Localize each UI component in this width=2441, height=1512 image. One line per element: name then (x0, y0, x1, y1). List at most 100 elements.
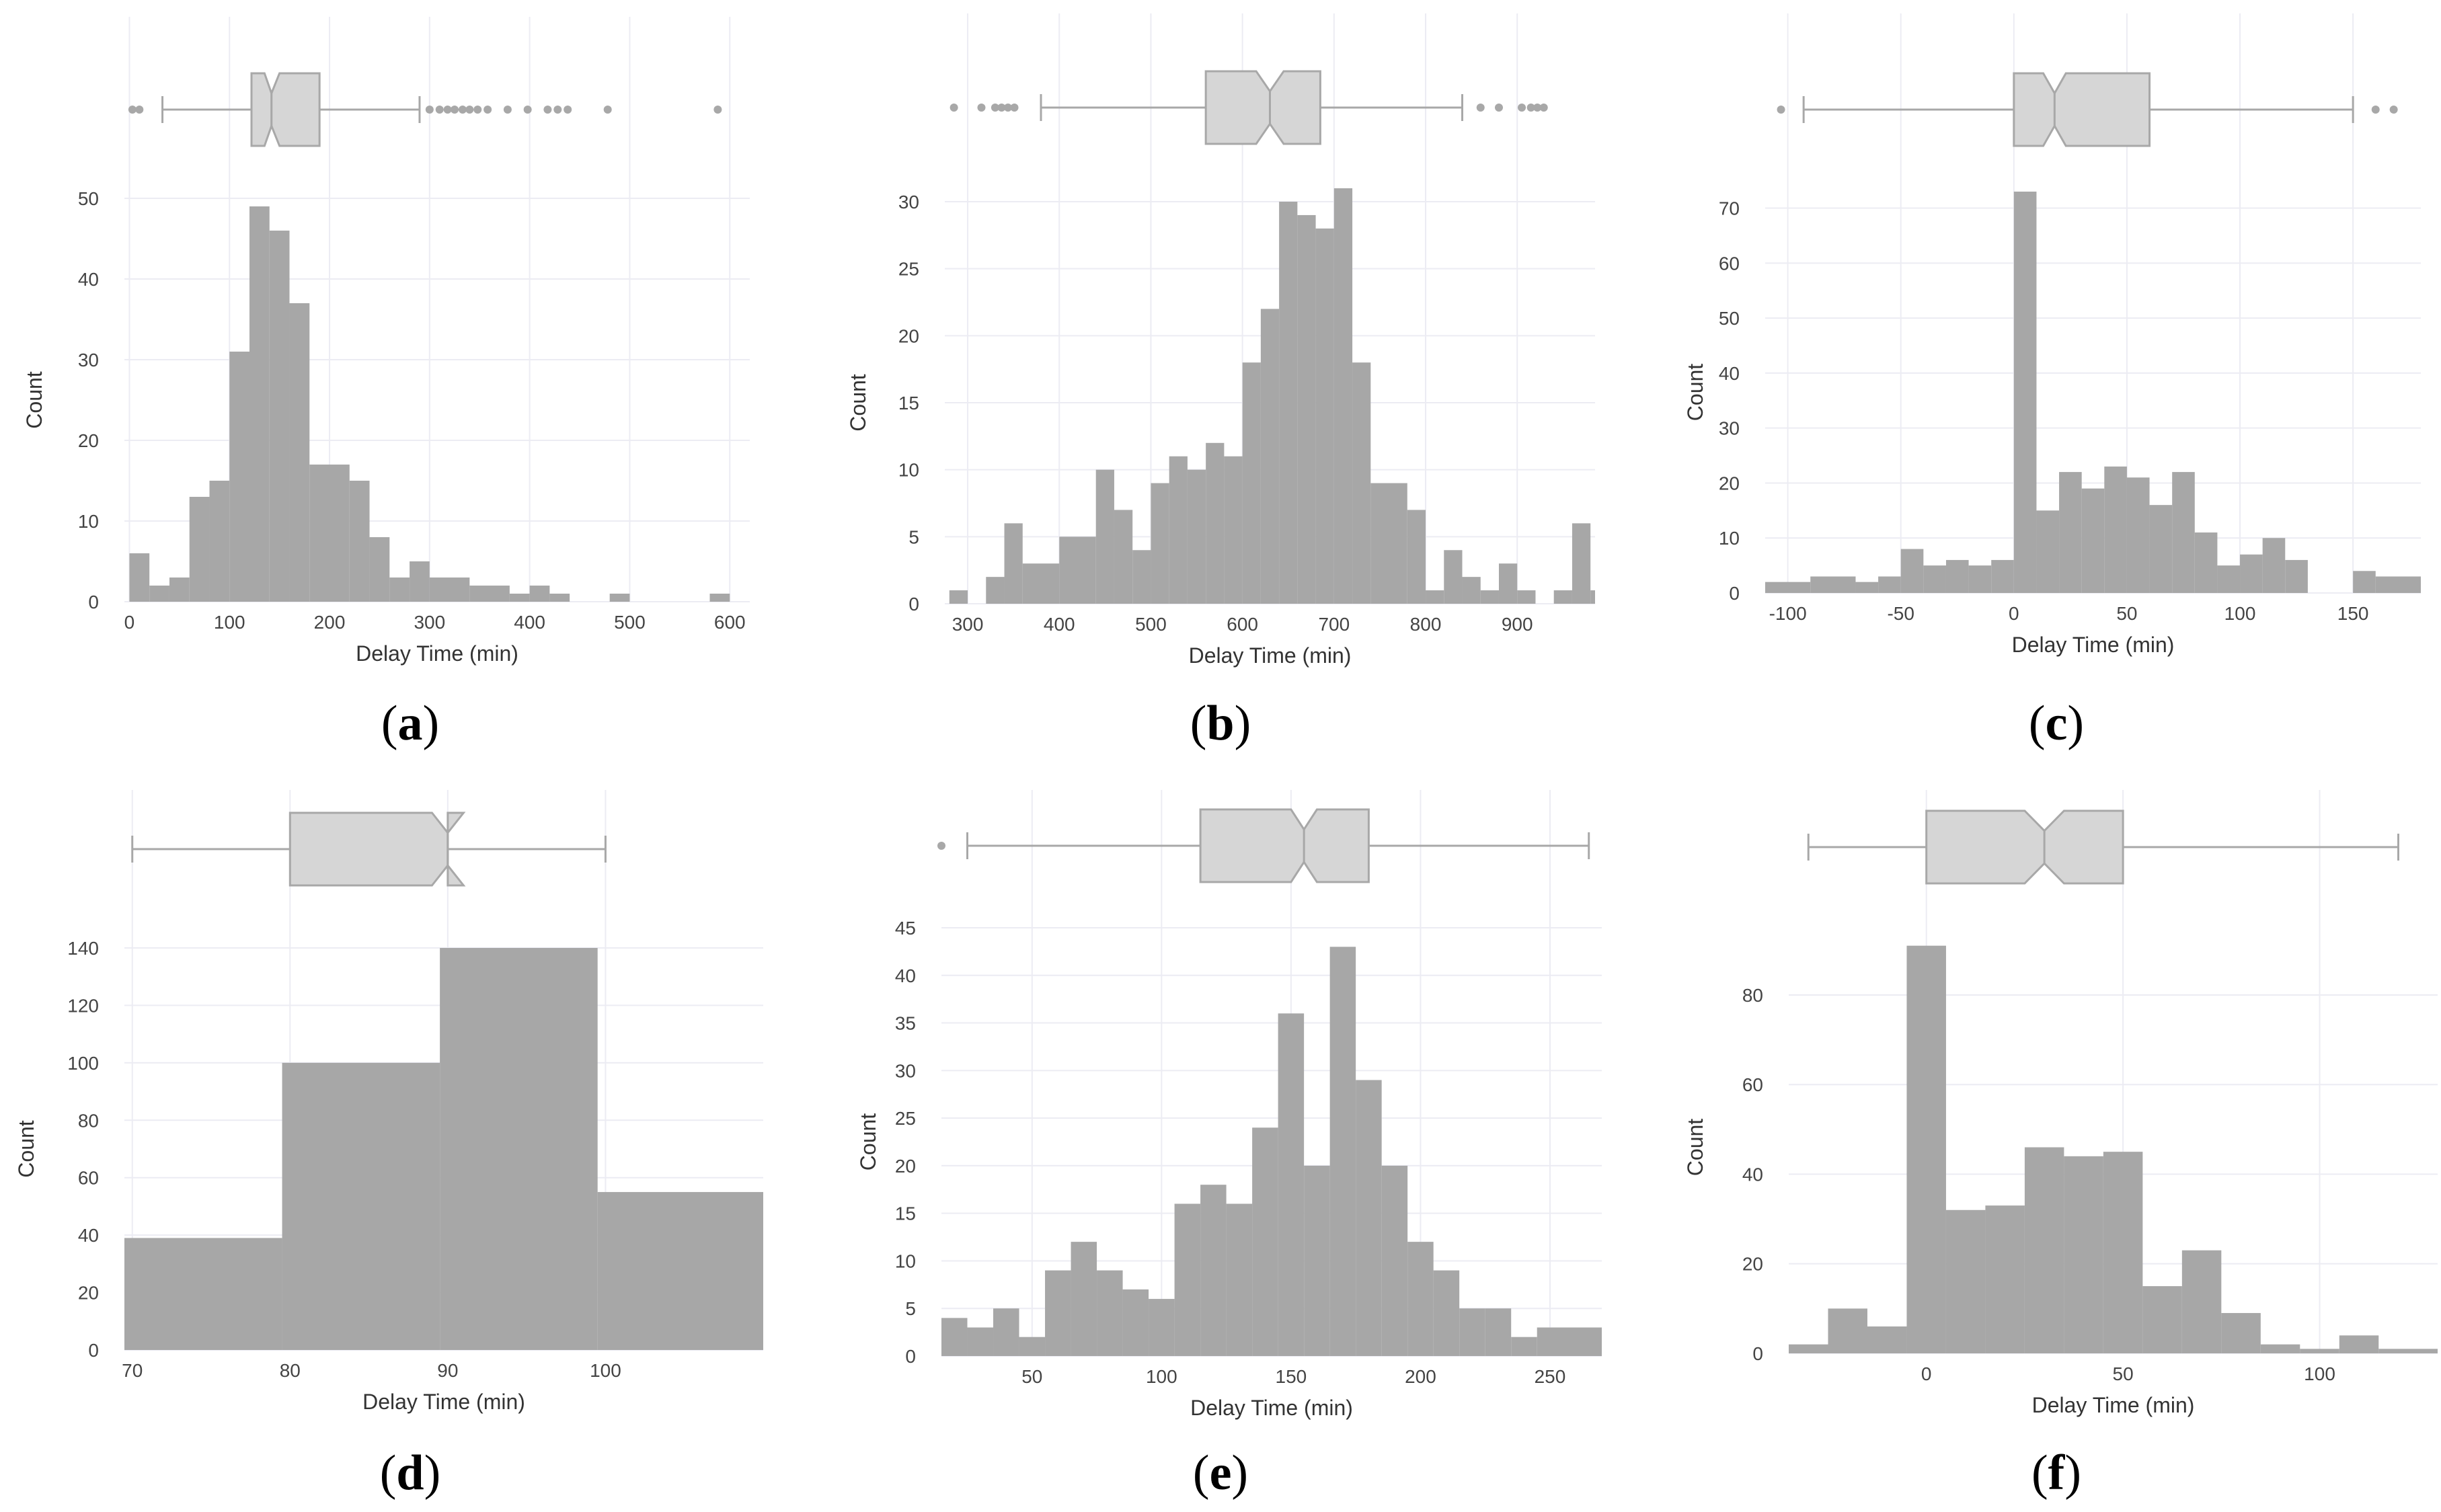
caption-close: ) (2064, 1445, 2081, 1501)
y-axis-label: Count (14, 1120, 38, 1178)
histogram-bar (2149, 505, 2173, 593)
histogram-bar (2142, 1286, 2182, 1353)
x-tick-label: 80 (280, 1360, 301, 1381)
boxplot-outlier (1539, 104, 1548, 112)
histogram-bar (1114, 510, 1133, 604)
x-tick-label: 100 (2224, 603, 2256, 624)
boxplot-outlier (1476, 104, 1485, 112)
histogram-bar (1149, 1299, 1175, 1356)
histogram-bar (1433, 1270, 1460, 1356)
histogram-bar (549, 594, 570, 602)
histogram-bar (1329, 947, 1356, 1356)
caption-open: ( (1193, 1445, 1210, 1501)
y-tick-label: 20 (895, 1156, 916, 1177)
histogram-bar (609, 594, 630, 602)
histogram-bar (1304, 1165, 1330, 1356)
histogram-bar (1279, 202, 1298, 604)
x-tick-label: 600 (1227, 614, 1258, 635)
histogram-bar (986, 577, 1005, 604)
x-tick-label: 500 (1135, 614, 1167, 635)
histogram-bar (1187, 469, 1206, 604)
histogram-bar (282, 1062, 440, 1350)
histogram-bar (1059, 536, 1096, 604)
panel-caption: (e) (1193, 1445, 1248, 1501)
histogram-bar (1855, 582, 1879, 593)
boxplot-outlier (1494, 104, 1503, 112)
x-tick-label: 200 (1405, 1366, 1436, 1387)
histogram-bar (1122, 1289, 1149, 1356)
y-tick-label: 20 (1742, 1254, 1763, 1275)
histogram-bar (1498, 563, 1518, 604)
x-axis-label: Delay Time (min) (362, 1390, 525, 1414)
histogram-bar (1867, 1326, 1907, 1353)
y-tick-label: 10 (78, 511, 99, 532)
histogram-bar (149, 586, 169, 602)
x-tick-label: 250 (1535, 1366, 1566, 1387)
panel-e: 50 100 150 200 250 0 5 10 15 20 25 30 35 40 45 Delay Ti… (856, 790, 1602, 1501)
histogram-bar (124, 1238, 282, 1350)
histogram-bar (1517, 590, 1536, 604)
caption-letter: e (1210, 1445, 1232, 1501)
histogram-bar (440, 948, 598, 1350)
histogram-bar (1878, 576, 1901, 593)
y-tick-label: 30 (898, 192, 919, 212)
histogram-bar (529, 586, 550, 602)
y-tick-label: 20 (898, 325, 919, 346)
histogram-bar (1019, 1337, 1046, 1356)
boxplot-outlier (553, 106, 562, 114)
boxplot-outlier (564, 106, 572, 114)
boxplot-outlier (425, 106, 434, 114)
caption-close: ) (423, 696, 440, 751)
histogram-bar (129, 553, 150, 602)
boxplot-outlier (977, 104, 986, 112)
boxplot-outlier (950, 104, 958, 112)
x-axis-label: Delay Time (min) (2012, 633, 2175, 657)
histogram-bar (993, 1308, 1019, 1356)
histogram-bar (1810, 576, 1856, 593)
boxplot-outlier (713, 106, 722, 114)
histogram-bar (1906, 945, 1946, 1353)
caption-letter: c (2046, 696, 2068, 751)
y-tick-label: 40 (1719, 363, 1740, 384)
x-tick-label: 700 (1318, 614, 1350, 635)
histogram-bar (1226, 1203, 1253, 1356)
histogram-bar (2172, 472, 2195, 593)
y-tick-label: 40 (895, 965, 916, 986)
boxplot-outlier (135, 106, 144, 114)
histogram-bar (2126, 477, 2150, 593)
x-tick-label: 70 (122, 1360, 143, 1381)
boxplot-box (288, 811, 466, 887)
histogram-bar (1356, 1080, 1382, 1356)
histogram-bar (1297, 214, 1316, 604)
histogram-bar (2221, 1313, 2261, 1353)
y-tick-label: 25 (898, 259, 919, 280)
panel-c: -100 -50 0 50 100 150 0 10 20 30 40 50 60 70 Delay Tim… (1683, 13, 2421, 751)
histogram-bar (2059, 472, 2082, 593)
boxplot-outlier (1518, 104, 1526, 112)
y-tick-label: 5 (905, 1298, 916, 1319)
x-tick-label: 300 (952, 614, 984, 635)
x-tick-label: 100 (214, 612, 245, 633)
histogram-bar (1333, 188, 1353, 604)
histogram-bar (1315, 228, 1334, 604)
histogram-bar (1407, 1242, 1434, 1356)
y-axis-label: Count (1683, 1119, 1707, 1177)
panel-caption: (d) (380, 1445, 440, 1501)
histogram-bar (2375, 576, 2421, 593)
histogram-bar (967, 1327, 994, 1356)
histogram-bar (1206, 442, 1225, 604)
y-tick-label: 15 (895, 1203, 916, 1224)
histogram-bar (169, 578, 190, 602)
histogram-bar (2194, 532, 2218, 593)
histogram-bar (1462, 577, 1481, 604)
x-tick-label: 0 (1921, 1363, 1932, 1384)
histogram-bar (2339, 1335, 2379, 1353)
histogram-bar (2013, 192, 2037, 593)
panel-caption: (c) (2029, 696, 2084, 751)
histogram-bar (1151, 483, 1169, 604)
boxplot-outlier (2371, 106, 2380, 114)
histogram-bar (2285, 559, 2308, 593)
x-tick-label: 300 (414, 612, 445, 633)
caption-letter: a (398, 696, 423, 751)
